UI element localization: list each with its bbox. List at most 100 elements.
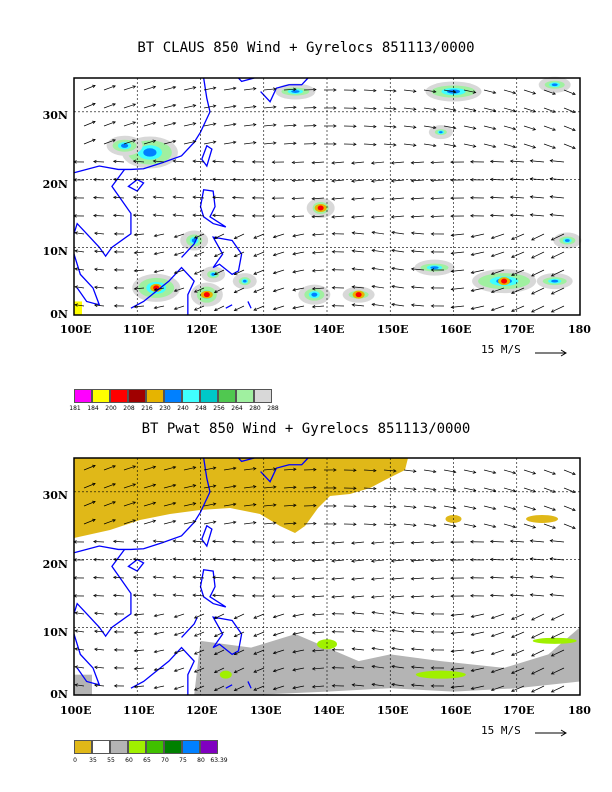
wind-vector-head bbox=[550, 291, 555, 295]
wind-vector-head bbox=[132, 85, 137, 89]
wind-vector-head bbox=[112, 465, 116, 469]
wind-vector bbox=[431, 179, 445, 181]
wind-vector bbox=[94, 268, 105, 271]
wind-vector-head bbox=[529, 213, 534, 217]
wind-vector-head bbox=[373, 124, 377, 129]
wind-vector-head bbox=[430, 594, 434, 599]
wind-vector bbox=[563, 469, 576, 475]
coastline bbox=[247, 681, 252, 689]
top-legend-label: 216 bbox=[141, 405, 153, 412]
wind-vector-head bbox=[212, 122, 217, 126]
wind-vector bbox=[411, 648, 425, 651]
wind-vector-head bbox=[412, 125, 417, 129]
wind-vector bbox=[174, 233, 185, 238]
bottom-legend-swatch bbox=[74, 740, 92, 754]
wind-vector-head bbox=[410, 196, 415, 201]
cloud-patch bbox=[191, 238, 197, 243]
wind-vector-head bbox=[412, 523, 417, 527]
wind-vector-head bbox=[509, 195, 514, 199]
wind-vector bbox=[391, 249, 405, 253]
wind-vector bbox=[403, 469, 416, 472]
cloud-patch bbox=[209, 271, 217, 277]
wind-vector bbox=[411, 232, 425, 235]
wind-vector-head bbox=[313, 105, 317, 110]
coastline bbox=[211, 616, 243, 656]
wind-vector-head bbox=[213, 615, 218, 620]
wind-vector-head bbox=[492, 126, 497, 131]
wind-vector-head bbox=[393, 125, 397, 129]
wind-vector-head bbox=[489, 195, 494, 200]
wind-vector-head bbox=[192, 484, 197, 488]
wind-vector-head bbox=[432, 125, 437, 130]
wind-vector-head bbox=[292, 632, 296, 636]
wind-vector-head bbox=[74, 647, 78, 651]
wind-vector bbox=[133, 214, 145, 217]
cloud-core bbox=[355, 292, 362, 298]
cloud-patch bbox=[425, 81, 482, 102]
wind-vector-head bbox=[74, 683, 78, 687]
wind-vector-head bbox=[152, 575, 157, 579]
moisture-patch-gold bbox=[445, 514, 462, 523]
wind-vector-head bbox=[192, 466, 197, 470]
wind-vector bbox=[113, 214, 125, 217]
bottom-x-tick-100e: 100E bbox=[60, 704, 92, 717]
wind-vector-head bbox=[531, 653, 535, 657]
wind-vector-head bbox=[371, 628, 376, 633]
wind-vector-head bbox=[293, 467, 297, 472]
wind-vector bbox=[551, 631, 565, 639]
wind-vector bbox=[371, 179, 385, 182]
wind-vector bbox=[351, 559, 365, 562]
wind-vector bbox=[94, 612, 105, 615]
wind-vector bbox=[451, 613, 465, 616]
wind-vector bbox=[74, 630, 85, 633]
wind-vector bbox=[263, 468, 276, 471]
wind-vector bbox=[194, 287, 205, 293]
wind-vector bbox=[411, 612, 425, 615]
wind-vector-head bbox=[391, 230, 395, 235]
cloud-patch bbox=[551, 279, 559, 283]
wind-vector-head bbox=[231, 159, 236, 164]
wind-vector bbox=[491, 685, 505, 691]
wind-vector bbox=[203, 521, 216, 525]
wind-vector-head bbox=[470, 668, 475, 673]
wind-vector bbox=[223, 485, 236, 489]
wind-vector-head bbox=[512, 506, 517, 511]
wind-vector-head bbox=[373, 486, 377, 491]
wind-vector bbox=[563, 89, 576, 95]
wind-vector bbox=[372, 629, 385, 633]
top-x-tick-150e: 150E bbox=[377, 323, 409, 336]
wind-vector-head bbox=[173, 306, 178, 311]
wind-vector bbox=[83, 519, 96, 525]
wind-vector-head bbox=[390, 179, 395, 183]
wind-vector bbox=[423, 487, 436, 491]
wind-vector-head bbox=[452, 90, 457, 94]
coastline bbox=[73, 253, 101, 306]
wind-vector-head bbox=[489, 575, 494, 580]
top-x-tick-110e: 110E bbox=[123, 323, 155, 336]
cloud-patch bbox=[186, 234, 203, 247]
wind-vector bbox=[273, 287, 285, 292]
cloud-patch bbox=[291, 90, 300, 93]
wind-vector-head bbox=[113, 666, 118, 670]
cloud-patch bbox=[211, 272, 215, 276]
cloud-core bbox=[314, 204, 327, 213]
wind-vector bbox=[103, 483, 116, 489]
cloud-patch bbox=[287, 89, 304, 94]
coastline bbox=[73, 633, 101, 686]
wind-vector bbox=[423, 469, 436, 473]
cloud-patch bbox=[306, 198, 335, 219]
wind-vector bbox=[411, 630, 425, 633]
wind-vector-head bbox=[552, 91, 556, 95]
wind-vector-head bbox=[311, 268, 316, 273]
wind-vector bbox=[511, 649, 525, 656]
moisture-patch-green bbox=[532, 637, 577, 644]
wind-vector-head bbox=[509, 593, 514, 597]
wind-vector-head bbox=[132, 213, 137, 218]
wind-vector bbox=[123, 139, 136, 145]
wind-vector bbox=[214, 649, 225, 655]
wind-vector bbox=[194, 649, 205, 655]
wind-vector bbox=[94, 286, 105, 289]
wind-vector-head bbox=[94, 285, 98, 290]
cloud-patch bbox=[281, 87, 310, 96]
wind-vector bbox=[371, 577, 385, 580]
